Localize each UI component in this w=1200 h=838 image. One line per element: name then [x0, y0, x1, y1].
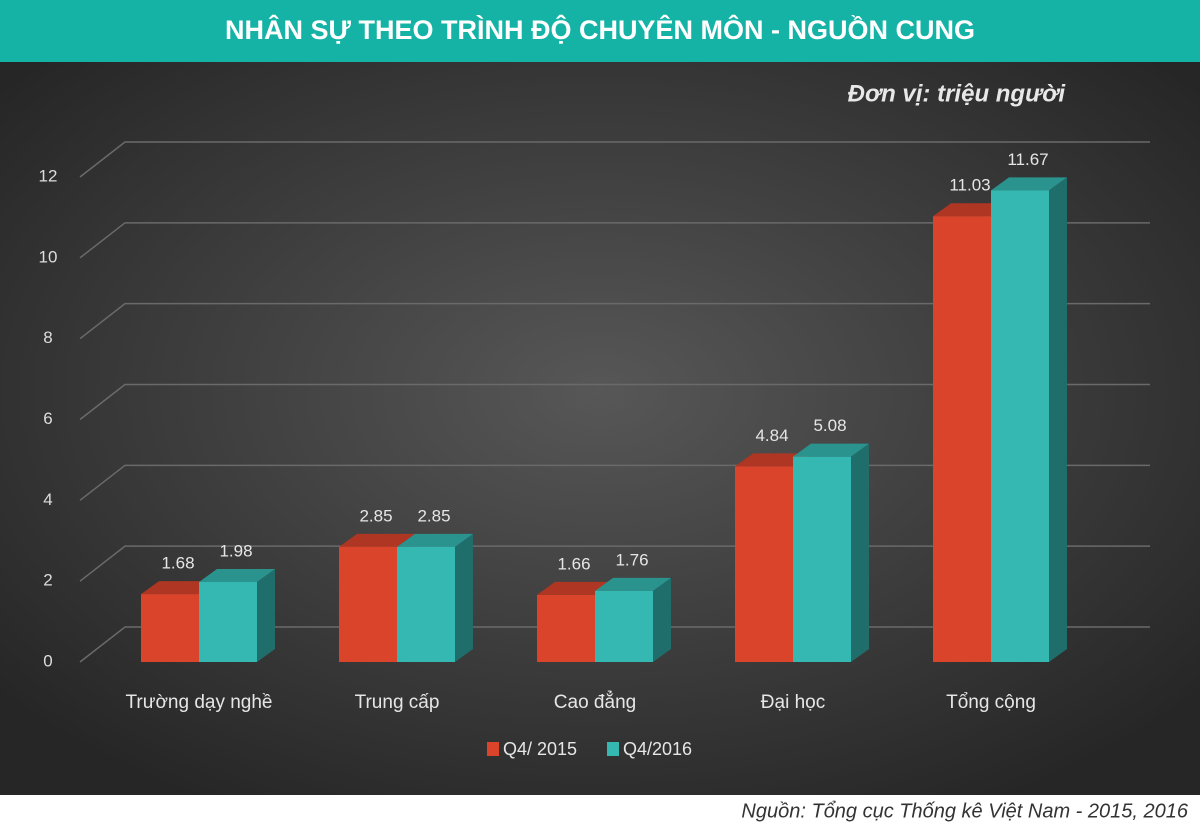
grid-line [79, 302, 1150, 340]
unit-label: Đơn vị: triệu người [848, 80, 1067, 107]
grid-line [79, 222, 1150, 259]
bar-top [793, 443, 869, 457]
bar-side [257, 568, 275, 662]
bar-front [595, 590, 653, 662]
bar-front [991, 190, 1049, 662]
y-tick-label: 0 [43, 651, 52, 670]
bar-side [455, 533, 473, 662]
header-band [0, 0, 1200, 62]
bar-top [537, 581, 613, 595]
bar-top [141, 581, 217, 595]
value-label: 1.66 [557, 554, 590, 573]
bar-front [933, 216, 991, 662]
bar-top [595, 577, 671, 591]
bar-front [537, 594, 595, 662]
value-label: 4.84 [755, 426, 788, 445]
legend-swatch [607, 742, 619, 756]
x-tick-label: Tổng cộng [946, 692, 1036, 713]
value-label: 1.76 [615, 550, 648, 569]
legend-label: Q4/ 2015 [503, 739, 577, 759]
bar [397, 533, 473, 662]
bar-top [933, 203, 1009, 217]
bar-top [397, 533, 473, 547]
y-tick-label: 8 [43, 328, 52, 347]
bar-front [735, 466, 793, 662]
y-tick-label: 2 [43, 571, 52, 590]
y-tick-label: 6 [43, 409, 52, 428]
x-tick-label: Trường dạy nghề [126, 692, 273, 713]
bar-top [991, 177, 1067, 191]
value-label: 5.08 [813, 416, 846, 435]
bar-front [339, 546, 397, 662]
grid-line [79, 141, 1150, 178]
x-tick-label: Trung cấp [355, 692, 440, 713]
legend-swatch [487, 742, 499, 756]
bar-front [141, 594, 199, 662]
bar-top [199, 568, 275, 582]
bar-top [339, 533, 415, 547]
value-label: 11.67 [1007, 150, 1048, 169]
value-label: 11.03 [949, 176, 990, 195]
legend: Q4/ 2015 Q4/2016 [487, 739, 692, 759]
grid-line [79, 383, 1150, 421]
bar-side [851, 443, 869, 662]
chart-title: NHÂN SỰ THEO TRÌNH ĐỘ CHUYÊN MÔN - NGUỒN… [225, 14, 975, 45]
source-note: Nguồn: Tổng cục Thống kê Việt Nam - 2015… [741, 800, 1188, 822]
bar-front [793, 456, 851, 662]
bar [199, 568, 275, 662]
bar [793, 443, 869, 662]
y-tick-label: 12 [39, 166, 58, 185]
bar [991, 177, 1067, 662]
bar-front [397, 546, 455, 662]
bar-front [199, 581, 257, 662]
y-tick-label: 10 [39, 247, 58, 266]
value-label: 1.98 [219, 541, 252, 560]
bar-top [735, 453, 811, 467]
bar-side [1049, 177, 1067, 662]
legend-label: Q4/2016 [623, 739, 692, 759]
y-tick-label: 4 [43, 490, 52, 509]
value-label: 2.85 [359, 506, 392, 525]
x-tick-label: Cao đẳng [554, 691, 636, 713]
value-label: 2.85 [417, 506, 450, 525]
bar [595, 577, 671, 662]
bar-side [653, 577, 671, 662]
value-label: 1.68 [161, 554, 194, 573]
x-tick-label: Đại học [761, 692, 825, 713]
